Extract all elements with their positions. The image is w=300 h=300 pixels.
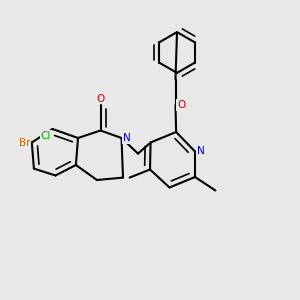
- Text: O: O: [96, 94, 105, 103]
- Text: N: N: [196, 146, 204, 157]
- Text: Br: Br: [19, 137, 30, 148]
- Text: O: O: [177, 100, 185, 110]
- Text: N: N: [123, 133, 131, 143]
- Text: Cl: Cl: [40, 130, 51, 140]
